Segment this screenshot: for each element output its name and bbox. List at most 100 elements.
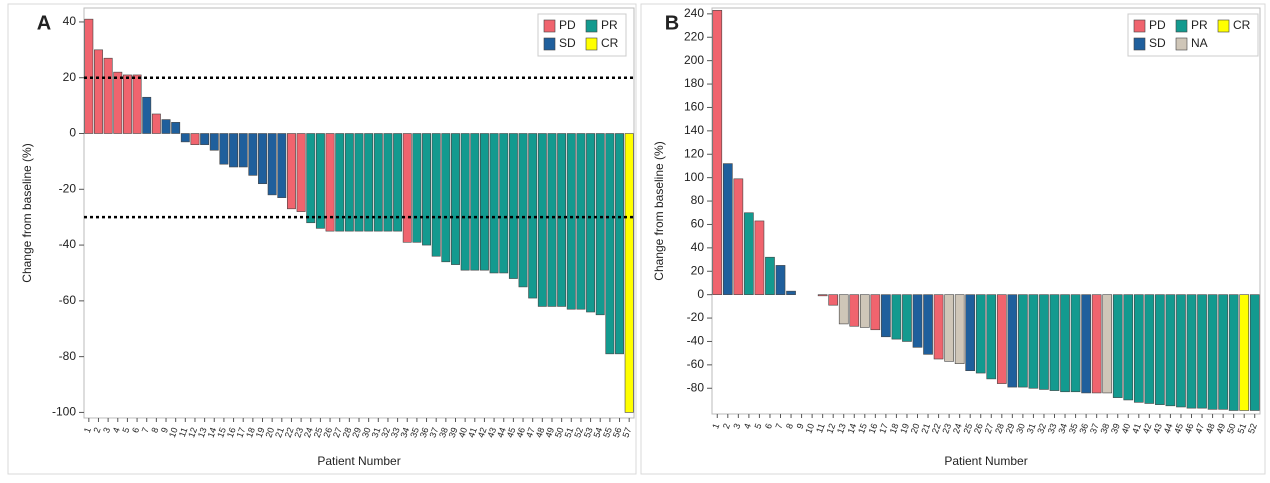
- x-tick-label: 36: [418, 426, 431, 439]
- x-tick-label: 32: [1035, 422, 1048, 435]
- x-tick-label: 30: [360, 426, 373, 439]
- x-tick-label: 24: [302, 426, 315, 439]
- x-tick-label: 21: [273, 426, 286, 439]
- bar: [354, 133, 364, 232]
- x-tick-label: 27: [983, 422, 996, 435]
- x-tick-label: 12: [824, 422, 837, 435]
- bar: [765, 256, 775, 295]
- y-tick-label: -20: [59, 181, 77, 195]
- bar: [1049, 294, 1060, 391]
- x-tick-label: 28: [993, 422, 1006, 435]
- bar: [287, 133, 296, 210]
- legend-swatch: [585, 37, 598, 51]
- bar: [113, 71, 123, 134]
- bar: [1207, 294, 1218, 410]
- bar: [1007, 294, 1018, 388]
- x-tick-label: 38: [437, 426, 450, 439]
- bar: [1039, 294, 1049, 390]
- x-tick-label: 54: [592, 426, 605, 439]
- x-tick-label: 42: [1141, 422, 1154, 435]
- x-tick-label: 48: [534, 426, 547, 439]
- bar: [393, 133, 403, 232]
- panel-label: A: [37, 12, 51, 34]
- x-tick-label: 9: [159, 426, 170, 434]
- x-tick-label: 25: [961, 422, 974, 435]
- bar: [277, 133, 287, 198]
- x-tick-label: 49: [1214, 422, 1227, 435]
- x-tick-label: 16: [867, 422, 880, 435]
- x-tick-label: 17: [234, 426, 247, 439]
- legend-swatch: [1175, 19, 1188, 33]
- bar: [891, 294, 902, 340]
- y-tick-label: 60: [691, 217, 705, 231]
- bar: [229, 133, 239, 168]
- x-tick-label: 35: [1067, 422, 1080, 435]
- bar: [132, 74, 142, 134]
- x-tick-label: 18: [244, 426, 257, 439]
- x-tick-label: 42: [476, 426, 489, 439]
- bar: [238, 133, 248, 168]
- bar: [1155, 294, 1165, 405]
- legend-label: PR: [601, 18, 618, 32]
- bar: [595, 133, 605, 316]
- y-tick-label: 20: [691, 263, 705, 277]
- x-tick-label: 40: [1120, 422, 1133, 435]
- x-tick-label: 49: [543, 426, 556, 439]
- x-tick-label: 20: [909, 422, 922, 435]
- panel-frame: [640, 3, 1266, 475]
- x-tick-label: 47: [524, 426, 537, 439]
- bar: [296, 133, 306, 212]
- bar: [315, 133, 325, 229]
- bar: [412, 133, 422, 243]
- x-tick-label: 25: [312, 426, 325, 439]
- y-tick-label: 20: [63, 70, 77, 84]
- bar: [965, 294, 976, 372]
- x-tick-label: 1: [82, 426, 93, 434]
- bar: [933, 294, 944, 360]
- x-tick-label: 41: [466, 426, 479, 439]
- bar: [94, 49, 103, 134]
- plot-frame: [711, 7, 1261, 415]
- y-tick-label: 160: [684, 100, 704, 114]
- bar: [817, 294, 828, 297]
- y-axis-label: Change from baseline (%): [652, 141, 666, 280]
- x-tick-label: 11: [177, 426, 190, 438]
- bar: [722, 163, 733, 295]
- bar: [258, 133, 267, 185]
- x-tick-label: 37: [1088, 422, 1101, 435]
- x-tick-label: 7: [140, 426, 151, 434]
- x-tick-label: 20: [263, 426, 276, 439]
- x-tick-label: 5: [752, 422, 763, 430]
- y-tick-label: 0: [697, 287, 704, 301]
- bar: [586, 133, 596, 313]
- bar: [605, 133, 615, 355]
- bar: [1197, 294, 1207, 409]
- x-tick-label: 52: [572, 426, 585, 439]
- bar: [373, 133, 383, 232]
- bar: [306, 133, 316, 224]
- x-tick-label: 15: [215, 426, 228, 439]
- panel-label: B: [665, 12, 679, 34]
- bar: [1102, 294, 1113, 394]
- bar: [489, 133, 499, 274]
- x-tick-label: 38: [1098, 422, 1111, 435]
- x-tick-label: 8: [149, 426, 160, 434]
- x-tick-label: 47: [1193, 422, 1206, 435]
- bar: [828, 294, 839, 306]
- bar: [733, 178, 744, 295]
- bar: [1228, 294, 1239, 411]
- bar: [460, 133, 470, 271]
- x-tick-label: 31: [370, 426, 383, 439]
- y-tick-label: 40: [691, 240, 705, 254]
- x-tick-label: 13: [196, 426, 209, 439]
- bar: [84, 18, 94, 134]
- bar: [180, 133, 190, 143]
- bar: [624, 133, 634, 413]
- bar: [547, 133, 557, 307]
- bar: [838, 294, 849, 325]
- y-tick-label: 240: [684, 6, 704, 20]
- x-tick-label: 8: [784, 422, 795, 430]
- x-tick-label: 26: [321, 426, 334, 439]
- bar: [1123, 294, 1134, 401]
